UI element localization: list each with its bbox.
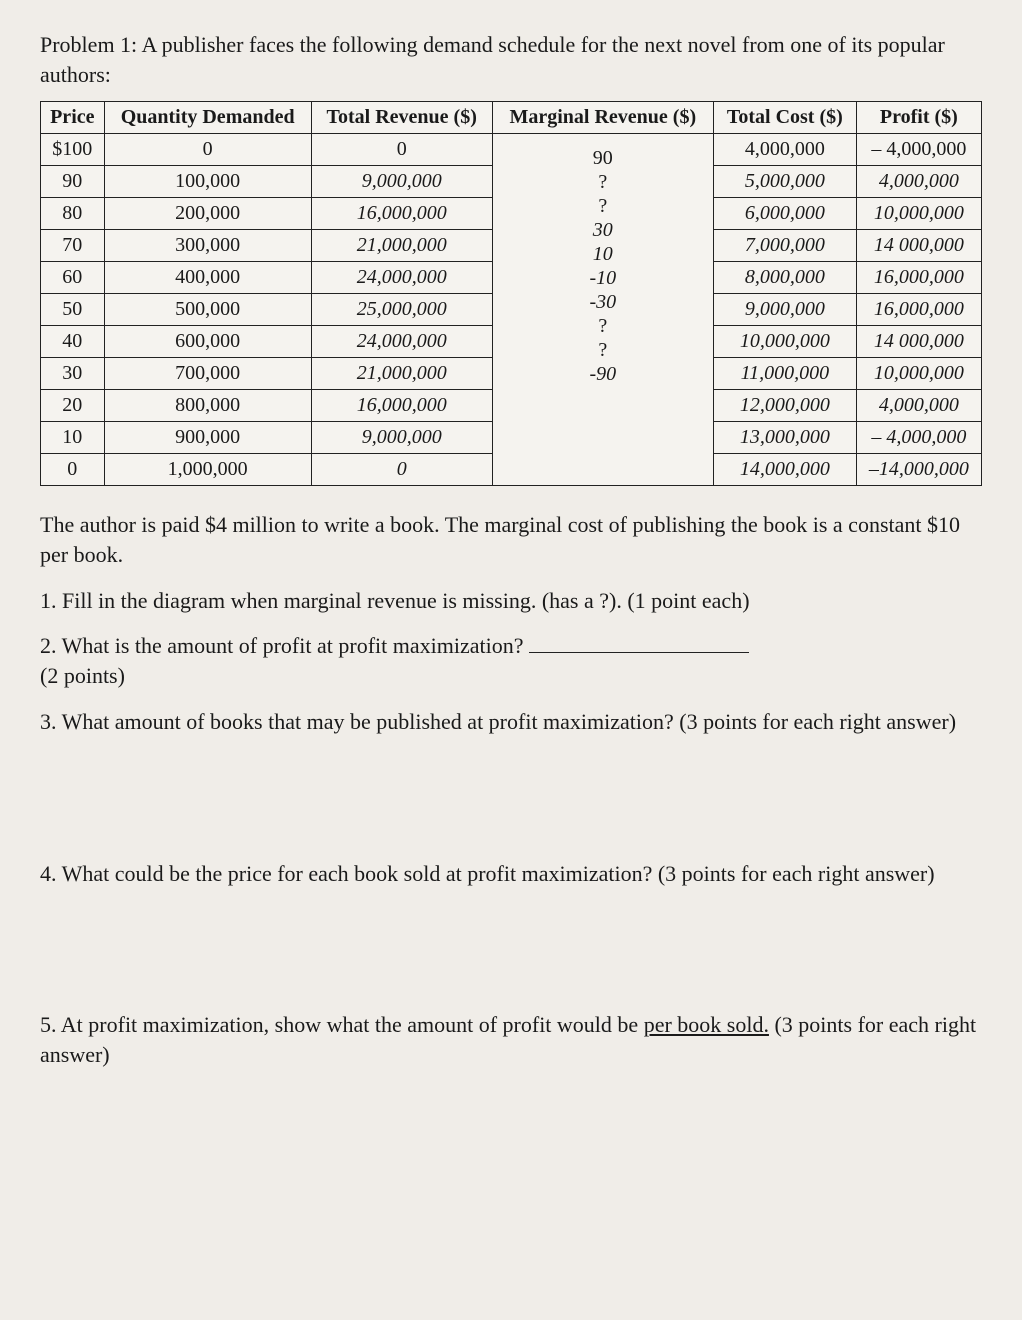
cell-tc: 12,000,000 [713, 390, 856, 422]
cell-mr-container: 90??3010-10-30??-90 [492, 134, 713, 486]
cell-profit: 10,000,000 [856, 358, 981, 390]
cell-tr: 0 [311, 454, 492, 486]
col-mr: Marginal Revenue ($) [492, 102, 713, 134]
mr-value: -90 [493, 362, 713, 386]
cell-profit: 4,000,000 [856, 390, 981, 422]
cost-note: The author is paid $4 million to write a… [40, 510, 982, 569]
col-price: Price [41, 102, 105, 134]
cell-qty: 200,000 [104, 198, 311, 230]
question-4: 4. What could be the price for each book… [40, 859, 982, 889]
cell-price: $100 [41, 134, 105, 166]
col-tr: Total Revenue ($) [311, 102, 492, 134]
cell-tc: 11,000,000 [713, 358, 856, 390]
cell-price: 70 [41, 230, 105, 262]
cell-tc: 9,000,000 [713, 294, 856, 326]
cell-tc: 8,000,000 [713, 262, 856, 294]
cell-price: 30 [41, 358, 105, 390]
cell-profit: 10,000,000 [856, 198, 981, 230]
cell-tr: 24,000,000 [311, 326, 492, 358]
cell-profit: 4,000,000 [856, 166, 981, 198]
cell-price: 0 [41, 454, 105, 486]
problem-intro: Problem 1: A publisher faces the followi… [40, 30, 982, 89]
cell-tr: 0 [311, 134, 492, 166]
cell-price: 20 [41, 390, 105, 422]
question-1: 1. Fill in the diagram when marginal rev… [40, 586, 982, 616]
cell-tc: 5,000,000 [713, 166, 856, 198]
question-2: 2. What is the amount of profit at profi… [40, 631, 982, 690]
cell-tr: 25,000,000 [311, 294, 492, 326]
cell-tr: 9,000,000 [311, 422, 492, 454]
cell-price: 60 [41, 262, 105, 294]
cell-profit: 16,000,000 [856, 262, 981, 294]
mr-value: ? [493, 170, 713, 194]
cell-qty: 700,000 [104, 358, 311, 390]
cell-profit: 16,000,000 [856, 294, 981, 326]
question-5: 5. At profit maximization, show what the… [40, 1010, 982, 1069]
cell-qty: 900,000 [104, 422, 311, 454]
cell-tc: 6,000,000 [713, 198, 856, 230]
cell-tr: 21,000,000 [311, 230, 492, 262]
table-row: $1000090??3010-10-30??-904,000,000– 4,00… [41, 134, 982, 166]
cell-qty: 400,000 [104, 262, 311, 294]
cell-qty: 1,000,000 [104, 454, 311, 486]
q5-text-a: 5. At profit maximization, show what the… [40, 1012, 644, 1037]
cell-profit: – 4,000,000 [856, 422, 981, 454]
cell-price: 50 [41, 294, 105, 326]
mr-value: -10 [493, 266, 713, 290]
mr-value: 90 [493, 146, 713, 170]
mr-value: 10 [493, 242, 713, 266]
cell-tr: 16,000,000 [311, 390, 492, 422]
cell-price: 40 [41, 326, 105, 358]
q2-text: 2. What is the amount of profit at profi… [40, 633, 529, 658]
mr-value: ? [493, 314, 713, 338]
cell-qty: 600,000 [104, 326, 311, 358]
cell-tc: 14,000,000 [713, 454, 856, 486]
question-3: 3. What amount of books that may be publ… [40, 707, 982, 737]
cell-qty: 300,000 [104, 230, 311, 262]
cell-tc: 4,000,000 [713, 134, 856, 166]
cell-qty: 0 [104, 134, 311, 166]
cell-price: 80 [41, 198, 105, 230]
cell-qty: 800,000 [104, 390, 311, 422]
mr-value: 30 [493, 218, 713, 242]
cell-profit: – 4,000,000 [856, 134, 981, 166]
cell-tr: 9,000,000 [311, 166, 492, 198]
q2-points: (2 points) [40, 663, 125, 688]
cell-profit: 14 000,000 [856, 326, 981, 358]
cell-profit: –14,000,000 [856, 454, 981, 486]
cell-qty: 500,000 [104, 294, 311, 326]
cell-tc: 10,000,000 [713, 326, 856, 358]
q2-blank[interactable] [529, 631, 749, 653]
mr-value: -30 [493, 290, 713, 314]
q5-underline: per book sold. [644, 1012, 769, 1037]
mr-value: ? [493, 194, 713, 218]
cell-tc: 7,000,000 [713, 230, 856, 262]
cell-tr: 24,000,000 [311, 262, 492, 294]
cell-price: 10 [41, 422, 105, 454]
demand-table: Price Quantity Demanded Total Revenue ($… [40, 101, 982, 486]
cell-profit: 14 000,000 [856, 230, 981, 262]
col-tc: Total Cost ($) [713, 102, 856, 134]
cell-qty: 100,000 [104, 166, 311, 198]
cell-price: 90 [41, 166, 105, 198]
col-qty: Quantity Demanded [104, 102, 311, 134]
cell-tr: 21,000,000 [311, 358, 492, 390]
mr-value: ? [493, 338, 713, 362]
cell-tr: 16,000,000 [311, 198, 492, 230]
cell-tc: 13,000,000 [713, 422, 856, 454]
col-profit: Profit ($) [856, 102, 981, 134]
table-header-row: Price Quantity Demanded Total Revenue ($… [41, 102, 982, 134]
